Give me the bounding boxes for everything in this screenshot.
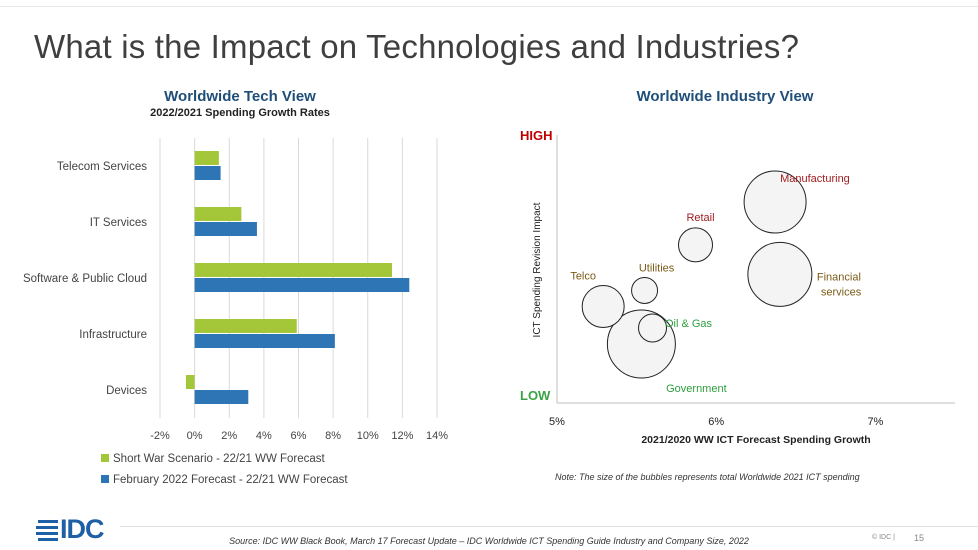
- x-tick-label: 6%: [708, 416, 724, 428]
- x-tick-label: 4%: [256, 430, 272, 442]
- category-label: Software & Public Cloud: [23, 273, 147, 285]
- legend-label: February 2022 Forecast - 22/21 WW Foreca…: [113, 474, 348, 486]
- copyright-mark: © IDC |: [872, 534, 895, 541]
- bar-february-2022: [194, 334, 335, 348]
- legend-swatch: [101, 454, 109, 462]
- bubble-manufacturing: [743, 170, 807, 234]
- x-tick-label: 14%: [426, 430, 448, 442]
- x-tick-label: 5%: [549, 416, 565, 428]
- idc-logo-mark-icon: [36, 520, 58, 541]
- bar-short-war: [194, 319, 297, 333]
- bar-february-2022: [194, 390, 249, 404]
- bubble-label-financial-services: Financial services: [817, 271, 862, 298]
- bubble-telco: [581, 285, 625, 329]
- bar-short-war: [194, 151, 219, 165]
- category-label: Telecom Services: [57, 161, 147, 173]
- y-high-label: HIGH: [520, 128, 553, 143]
- x-tick-label: 7%: [867, 416, 883, 428]
- bubble-retail: [678, 227, 714, 263]
- x-tick-label: 12%: [391, 430, 413, 442]
- footer-source: Source: IDC WW Black Book, March 17 Fore…: [229, 536, 749, 546]
- bar-february-2022: [194, 278, 410, 292]
- bubble-oil-gas: [638, 313, 668, 343]
- slide-title: What is the Impact on Technologies and I…: [34, 28, 800, 65]
- bar-february-2022: [194, 166, 221, 180]
- x-tick-label: 8%: [325, 430, 341, 442]
- bubble-label: Government: [666, 383, 727, 395]
- bar-short-war: [194, 207, 242, 221]
- y-low-label: LOW: [520, 388, 551, 403]
- bubble-size-note: Note: The size of the bubbles represents…: [555, 472, 860, 482]
- bar-short-war: [185, 375, 195, 389]
- x-tick-label: 2%: [221, 430, 237, 442]
- category-label: Devices: [106, 385, 147, 397]
- category-label: IT Services: [90, 217, 148, 229]
- y-axis-title: ICT Spending Revision Impact: [532, 202, 543, 337]
- industry-view-title: Worldwide Industry View: [636, 88, 814, 105]
- footer-rule: [120, 526, 978, 527]
- tech-view-subtitle: 2022/2021 Spending Growth Rates: [150, 107, 330, 119]
- page-number: 15: [914, 533, 925, 543]
- x-tick-label: 10%: [357, 430, 379, 442]
- bubble-label: Oil & Gas: [665, 318, 713, 330]
- bubble-utilities: [631, 276, 659, 304]
- x-tick-label: 0%: [187, 430, 203, 442]
- bar-short-war: [194, 263, 392, 277]
- legend-label: Short War Scenario - 22/21 WW Forecast: [113, 453, 326, 465]
- bubble-financial-services: [747, 241, 813, 307]
- bubble-label: Utilities: [639, 262, 675, 274]
- bubble-label: Retail: [686, 212, 714, 224]
- bubble-label: Telco: [570, 271, 596, 283]
- tech-view-title: Worldwide Tech View: [164, 88, 316, 105]
- idc-logo: IDC: [60, 514, 104, 544]
- x-tick-label: -2%: [150, 430, 170, 442]
- top-rule: [0, 6, 978, 7]
- bar-february-2022: [194, 222, 257, 236]
- x-axis-title: 2021/2020 WW ICT Forecast Spending Growt…: [641, 434, 870, 446]
- category-label: Infrastructure: [79, 329, 147, 341]
- bubble-label: Manufacturing: [780, 173, 850, 185]
- legend-swatch: [101, 475, 109, 483]
- x-tick-label: 6%: [291, 430, 307, 442]
